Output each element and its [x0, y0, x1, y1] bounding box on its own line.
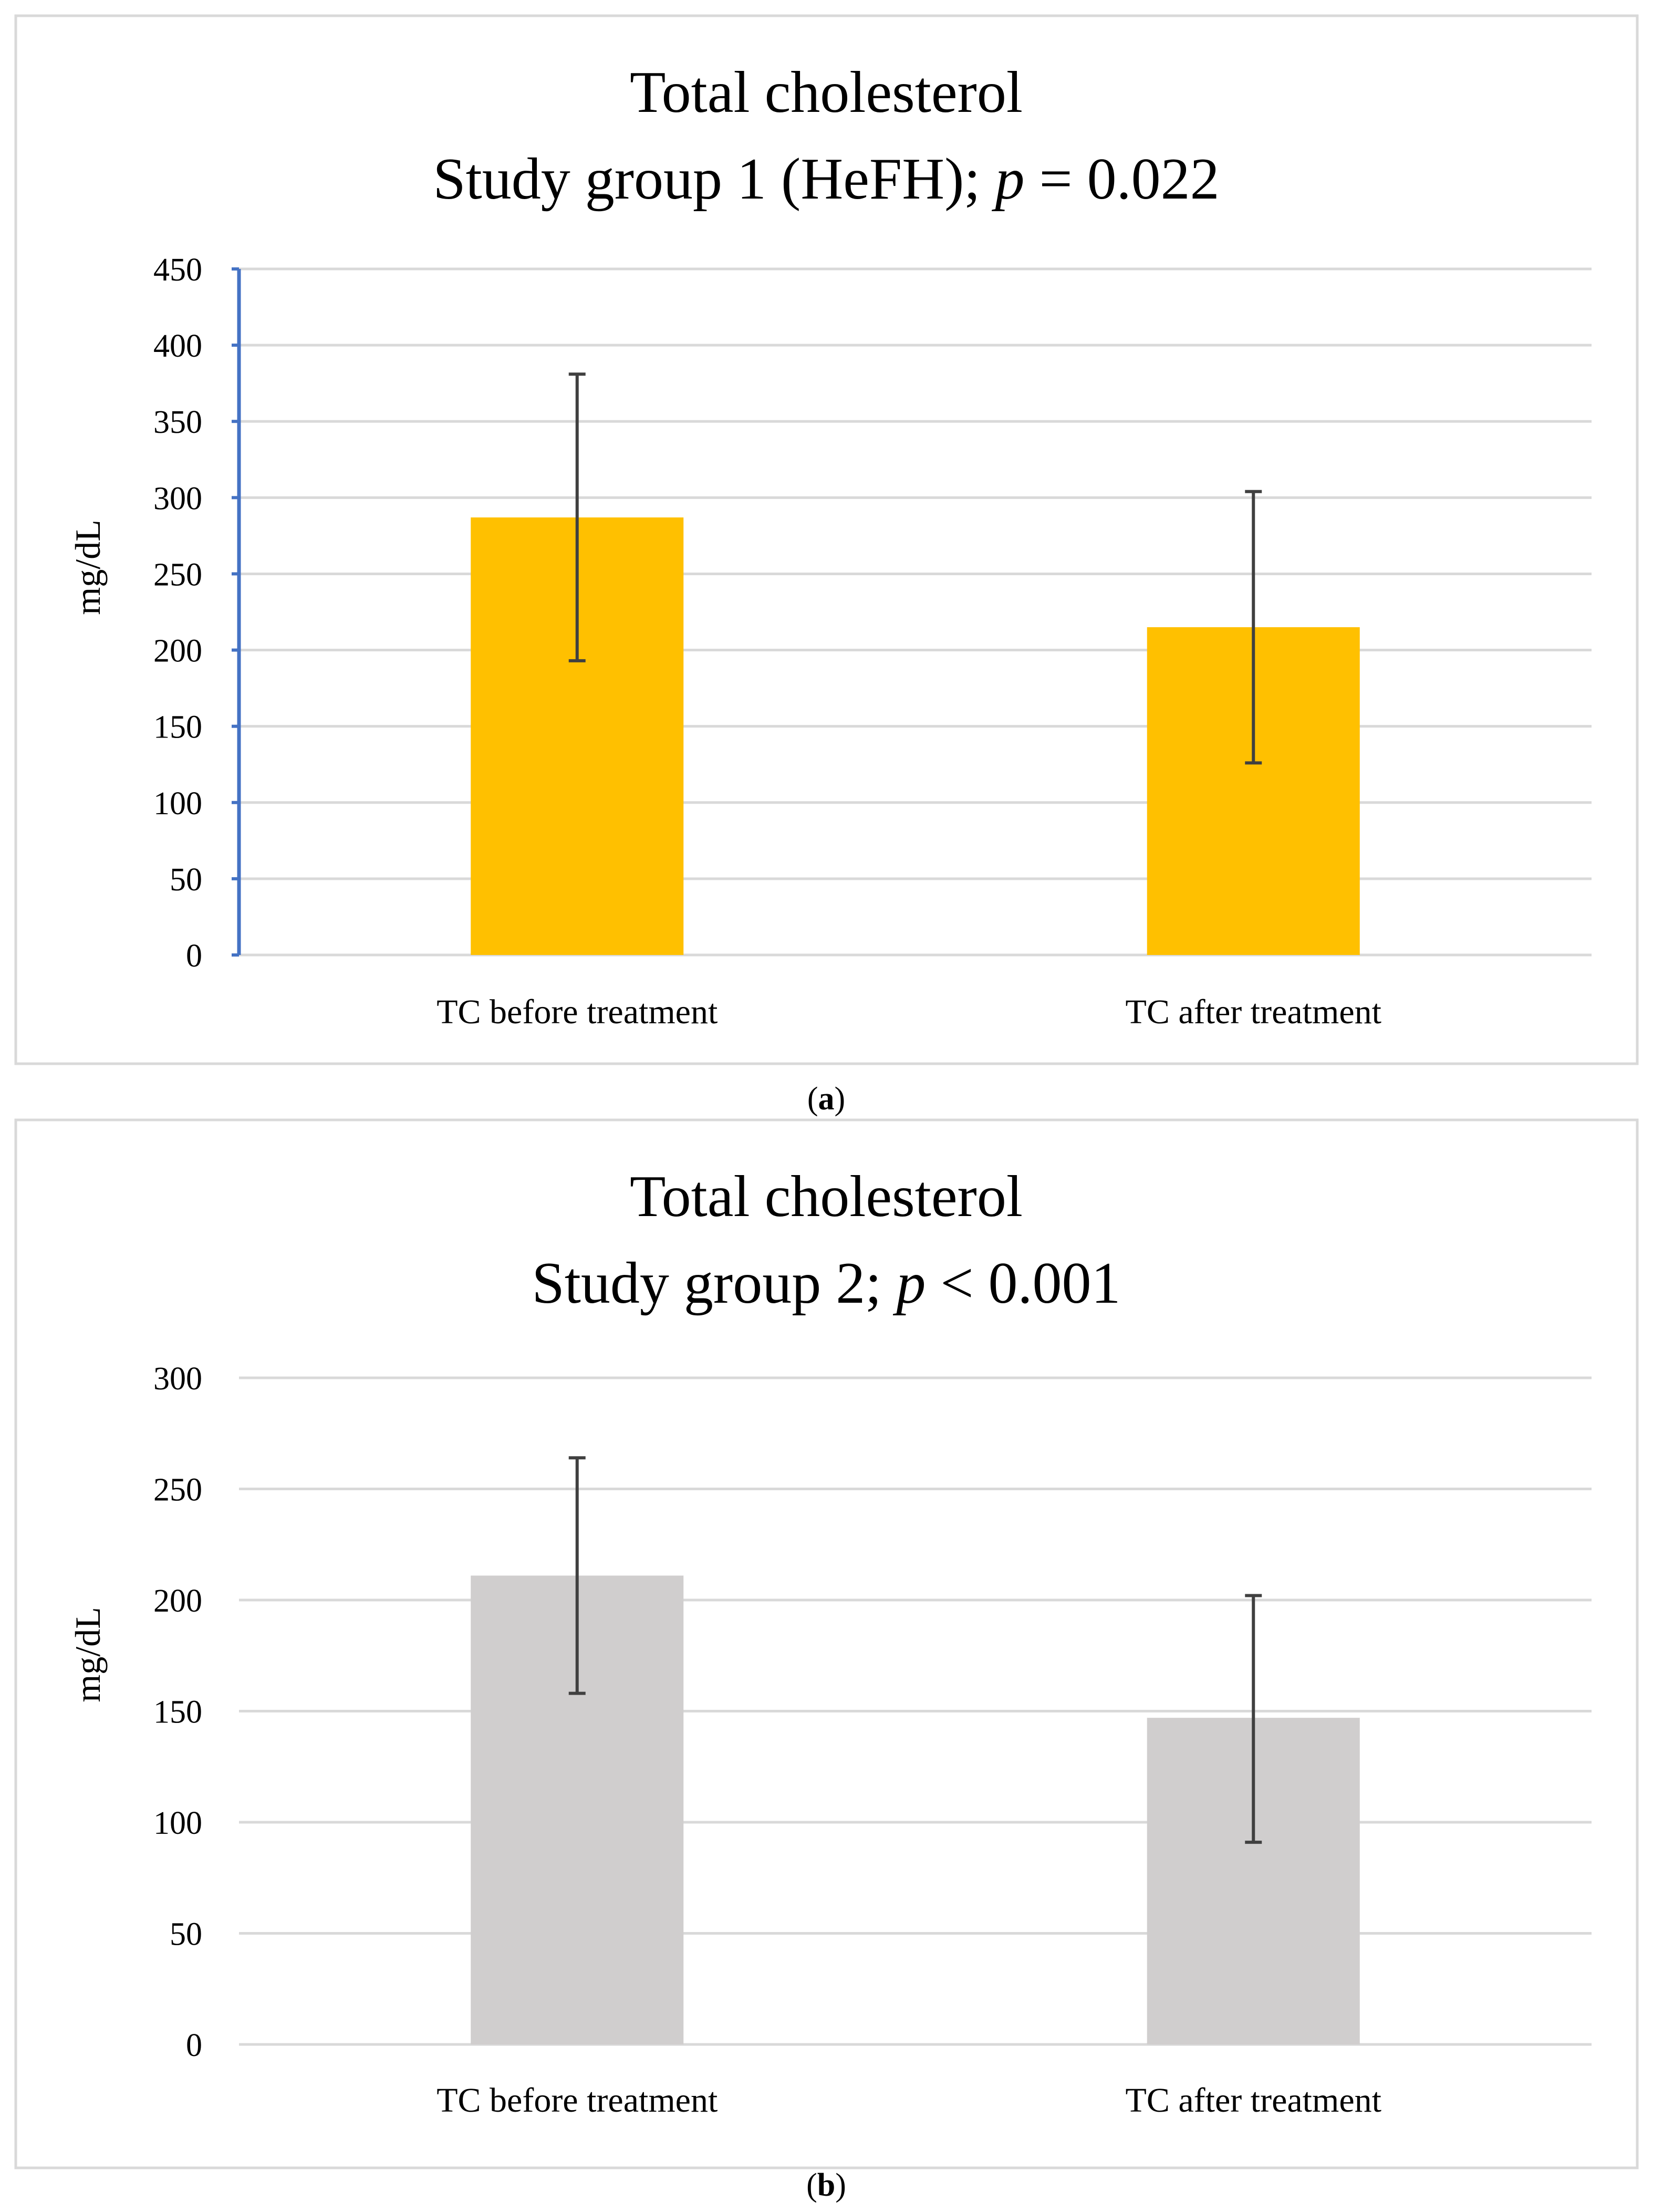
y-tick-label-a-400: 400 — [153, 328, 202, 364]
y-tick-label-a-300: 300 — [153, 481, 202, 516]
x-categories-a: TC before treatment TC after treatment — [436, 993, 1381, 1031]
x-categories-b: TC before treatment TC after treatment — [436, 2081, 1381, 2120]
y-axis-label-b: mg/dL — [68, 1607, 108, 1702]
y-tick-label-b-50: 50 — [170, 1917, 202, 1953]
chart-frame-a — [14, 14, 1639, 1065]
x-category-label-a-2: TC after treatment — [1126, 993, 1381, 1031]
y-tick-label-b-150: 150 — [153, 1695, 202, 1730]
y-axis-label-a: mg/dL — [68, 520, 108, 615]
y-tick-label-a-350: 350 — [153, 404, 202, 440]
chart-frame-b — [14, 1118, 1639, 2169]
chart-title-b: Total cholesterol — [630, 1164, 1023, 1229]
gridlines-b — [239, 1376, 1592, 2046]
y-ticks-a: 0 50 100 150 200 250 300 350 400 450 — [153, 252, 241, 974]
x-category-label-a-1: TC before treatment — [436, 993, 718, 1031]
y-tick-label-a-150: 150 — [153, 710, 202, 745]
y-tick-label-a-250: 250 — [153, 557, 202, 593]
gridlines-a — [239, 267, 1592, 957]
bars-a — [471, 372, 1360, 955]
y-tick-label-b-250: 250 — [153, 1472, 202, 1508]
y-tick-label-a-50: 50 — [170, 862, 202, 898]
chart-subtitle-a: Study group 1 (HeFH); p = 0.022 — [433, 147, 1219, 212]
y-tick-label-a-200: 200 — [153, 634, 202, 669]
y-tick-label-b-200: 200 — [153, 1583, 202, 1619]
caption-b: (b) — [806, 2167, 846, 2203]
y-ticks-b: 0 50 100 150 200 250 300 — [153, 1361, 202, 2063]
y-tick-label-a-100: 100 — [153, 786, 202, 822]
y-tick-label-b-0: 0 — [186, 2028, 202, 2063]
y-tick-label-a-450: 450 — [153, 252, 202, 288]
chart-subtitle-b: Study group 2; p < 0.001 — [532, 1251, 1121, 1316]
x-category-label-b-1: TC before treatment — [436, 2081, 718, 2120]
y-tick-label-a-0: 0 — [186, 938, 202, 974]
chart-title-a: Total cholesterol — [630, 60, 1023, 125]
bars-b — [471, 1456, 1360, 2044]
y-tick-label-b-300: 300 — [153, 1361, 202, 1397]
chart-panel-a: Total cholesterol Study group 1 (HeFH); … — [14, 14, 1639, 1065]
y-tick-label-b-100: 100 — [153, 1805, 202, 1841]
chart-panel-b: Total cholesterol Study group 2; p < 0.0… — [14, 1118, 1639, 2169]
caption-a: (a) — [807, 1081, 845, 1117]
x-category-label-b-2: TC after treatment — [1126, 2081, 1381, 2120]
